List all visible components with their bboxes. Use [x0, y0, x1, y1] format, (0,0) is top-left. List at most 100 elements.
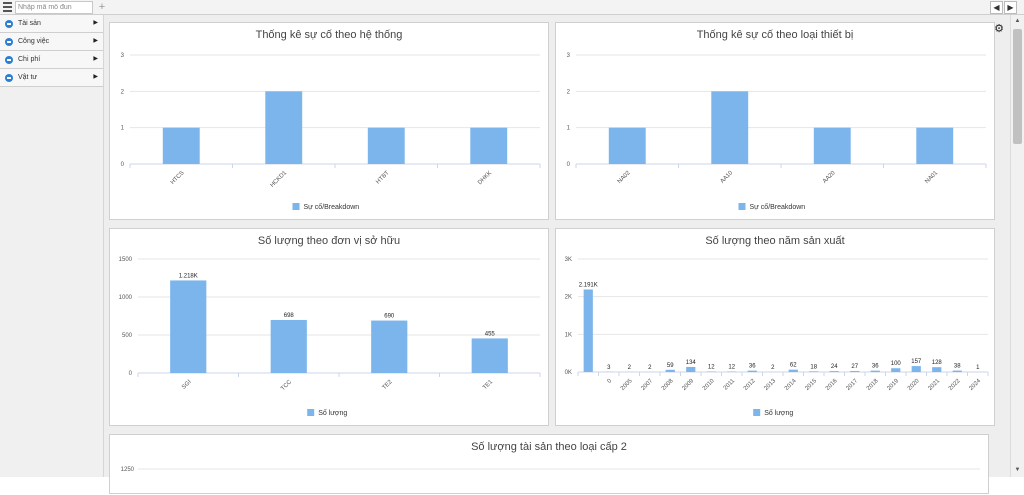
bar	[916, 128, 953, 164]
bar	[711, 91, 748, 164]
x-tick-label: 2009	[681, 378, 695, 392]
tab-prev-button[interactable]: ◀	[990, 1, 1003, 14]
data-label: 2	[648, 365, 652, 371]
data-label: 134	[686, 360, 697, 366]
data-label: 2.191K	[579, 282, 598, 288]
y-tick-label: 0K	[565, 370, 572, 376]
bar	[265, 91, 302, 164]
y-tick-label: 1250	[121, 467, 135, 473]
bar	[666, 370, 675, 372]
bar	[814, 128, 851, 164]
x-tick-label: NA01	[924, 170, 939, 185]
arrow-circle-icon	[5, 74, 13, 82]
bar	[584, 289, 593, 372]
bar	[871, 371, 880, 372]
hamburger-icon[interactable]	[2, 2, 13, 13]
bar	[932, 367, 941, 372]
y-tick-label: 2K	[565, 295, 572, 301]
x-tick-label: TCC	[280, 379, 293, 392]
data-label: 128	[932, 360, 943, 366]
add-tab-button[interactable]: +	[96, 1, 108, 13]
y-tick-label: 2	[567, 89, 571, 95]
data-label: 2	[628, 365, 632, 371]
data-label: 698	[284, 313, 295, 319]
bar	[609, 128, 646, 164]
sidebar-item-work[interactable]: Công việc ▶	[0, 33, 103, 51]
gear-icon[interactable]: ⚙	[993, 23, 1005, 35]
y-tick-label: 0	[567, 162, 571, 168]
y-tick-label: 3	[121, 53, 125, 59]
legend-swatch	[753, 409, 760, 416]
y-tick-label: 1500	[119, 257, 133, 263]
x-tick-label: 2024	[968, 378, 982, 392]
data-label: 157	[911, 359, 922, 365]
y-tick-label: 1	[121, 126, 125, 132]
data-label: 100	[891, 361, 902, 367]
bar	[686, 367, 695, 372]
y-tick-label: 0	[121, 162, 125, 168]
x-tick-label: 2020	[907, 378, 921, 392]
scroll-down-icon[interactable]: ▼	[1011, 464, 1024, 477]
x-tick-label: 2019	[886, 378, 900, 392]
bar	[163, 128, 200, 164]
y-tick-label: 1	[567, 126, 571, 132]
sidebar-item-costs[interactable]: Chi phí ▶	[0, 51, 103, 69]
arrow-circle-icon	[5, 20, 13, 28]
data-label: 36	[749, 364, 756, 370]
x-tick-label: 2010	[702, 378, 716, 392]
sidebar-item-label: Vật tư	[18, 74, 37, 81]
caret-right-icon: ▶	[93, 33, 98, 50]
module-code-input[interactable]	[15, 1, 93, 14]
legend-swatch	[307, 409, 314, 416]
bar	[472, 338, 508, 373]
scroll-up-icon[interactable]: ▲	[1011, 15, 1024, 28]
bar	[470, 128, 507, 164]
sidebar-item-materials[interactable]: Vật tư ▶	[0, 69, 103, 87]
data-label: 18	[810, 364, 817, 370]
x-tick-label: 2014	[784, 378, 798, 392]
x-tick-label: 2011	[723, 378, 737, 392]
x-tick-label: 2016	[825, 378, 839, 392]
arrow-circle-icon	[5, 38, 13, 46]
legend-label: Số lượng	[764, 408, 793, 417]
sidebar: Tài sản ▶ Công việc ▶ Chi phí ▶ Vật tư ▶	[0, 15, 104, 477]
tab-next-button[interactable]: ▶	[1004, 1, 1017, 14]
legend-label: Số lượng	[318, 408, 347, 417]
bar	[271, 320, 307, 373]
legend-swatch	[293, 203, 300, 210]
chart-svg: 0K1K2K3K2.191K30220052200759200813420091…	[556, 229, 996, 427]
x-tick-label: 2013	[763, 378, 777, 392]
data-label: 36	[872, 364, 879, 370]
x-tick-label: 2018	[866, 378, 880, 392]
y-tick-label: 3	[567, 53, 571, 59]
x-tick-label: 2017	[845, 378, 859, 392]
data-label: 455	[485, 331, 496, 337]
data-label: 690	[384, 314, 395, 320]
data-label: 1.218K	[179, 273, 198, 279]
top-bar: + ◀ ▶	[0, 0, 1024, 15]
data-label: 62	[790, 363, 797, 369]
x-tick-label: 2022	[948, 378, 962, 392]
scrollbar-thumb[interactable]	[1013, 29, 1022, 144]
x-tick-label: SGI	[181, 379, 193, 391]
bar	[830, 371, 839, 372]
x-tick-label: AA20	[822, 170, 837, 185]
data-label: 59	[667, 363, 674, 369]
x-tick-label: TE2	[382, 379, 394, 391]
vertical-scrollbar[interactable]: ▲ ▼	[1010, 15, 1024, 477]
y-tick-label: 1000	[119, 295, 133, 301]
x-tick-label: 2012	[743, 378, 757, 392]
x-tick-label: 2021	[927, 378, 941, 392]
data-label: 2	[771, 365, 775, 371]
x-tick-label: HTBT	[375, 170, 391, 186]
sidebar-item-assets[interactable]: Tài sản ▶	[0, 15, 103, 33]
x-tick-label: HTCS	[170, 170, 186, 186]
caret-right-icon: ▶	[93, 69, 98, 86]
y-tick-label: 0	[129, 371, 133, 377]
sidebar-item-label: Công việc	[18, 38, 49, 45]
